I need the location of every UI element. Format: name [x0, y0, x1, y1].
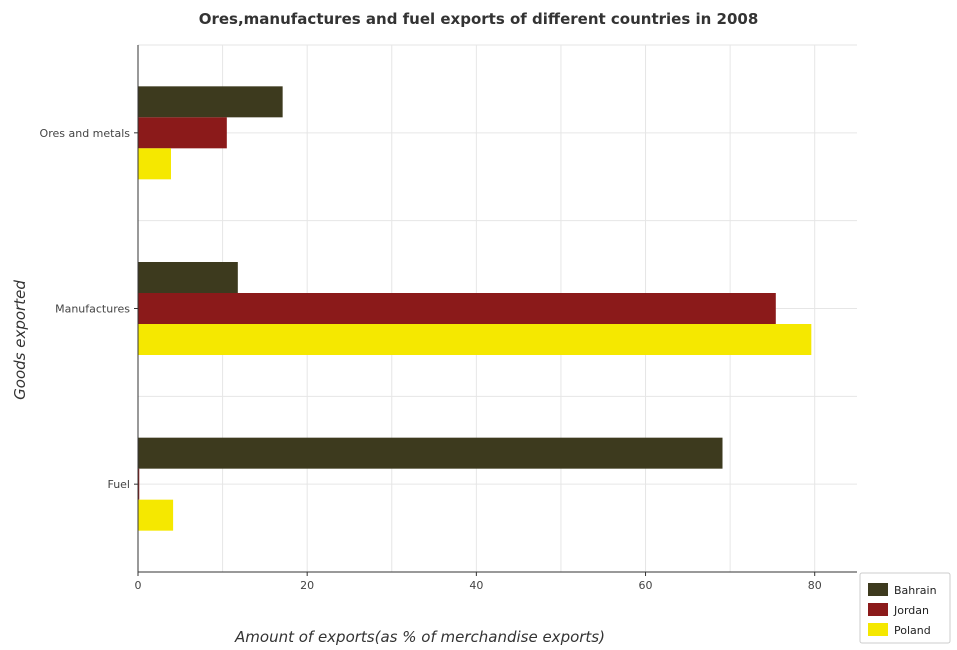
bar-jordan-manufactures	[138, 293, 776, 324]
y-tick-labels: Ores and metals Manufactures Fuel	[40, 127, 138, 491]
y-axis-label: Goods exported	[11, 280, 29, 400]
bar-jordan-fuel	[138, 468, 140, 500]
y-tick-label: Manufactures	[55, 303, 130, 316]
y-tick-label: Ores and metals	[40, 127, 131, 140]
legend-label-bahrain: Bahrain	[894, 584, 937, 597]
bar-poland-ores-and-metals	[138, 148, 171, 180]
x-axis-label: Amount of exports(as % of merchandise ex…	[234, 628, 605, 646]
bar-bahrain-manufactures	[138, 262, 238, 293]
bar-bahrain-fuel	[138, 437, 723, 469]
legend: Bahrain Jordan Poland	[859, 572, 951, 644]
legend-label-poland: Poland	[894, 624, 931, 637]
legend-label-jordan: Jordan	[893, 604, 929, 617]
x-tick-label: 60	[639, 579, 653, 592]
x-tick-label: 20	[300, 579, 314, 592]
legend-swatch-bahrain	[868, 583, 888, 596]
x-tick-label: 0	[135, 579, 142, 592]
x-tick-label: 40	[469, 579, 483, 592]
x-tick-label: 80	[808, 579, 822, 592]
legend-swatch-poland	[868, 623, 888, 636]
y-tick-label: Fuel	[107, 478, 130, 491]
chart-title: Ores,manufactures and fuel exports of di…	[198, 10, 759, 28]
x-tick-labels: 0 20 40 60 80	[135, 572, 822, 592]
bars	[138, 86, 812, 531]
bar-poland-fuel	[138, 499, 174, 531]
legend-swatch-jordan	[868, 603, 888, 616]
bar-jordan-ores-and-metals	[138, 117, 227, 149]
bar-poland-manufactures	[138, 324, 812, 355]
bar-bahrain-ores-and-metals	[138, 86, 283, 118]
